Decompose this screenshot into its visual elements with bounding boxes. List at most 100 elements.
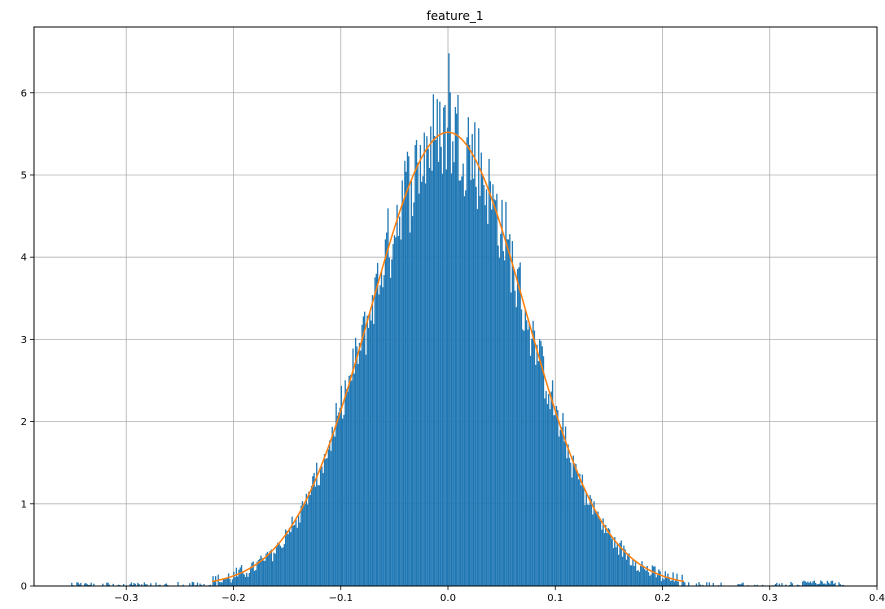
histogram-bar (497, 245, 499, 586)
histogram-bar (838, 582, 840, 586)
histogram-bar (266, 551, 269, 586)
histogram-bar (386, 232, 388, 586)
histogram-bar (364, 311, 366, 586)
histogram-bar (831, 580, 834, 586)
histogram-bar (356, 346, 358, 586)
histogram-bar (588, 504, 590, 586)
histogram-bar (71, 582, 73, 586)
histogram-bar (544, 398, 546, 586)
histogram-bar (341, 418, 344, 586)
histogram-bar (231, 579, 234, 586)
histogram-bar (812, 581, 814, 586)
histogram-bar (145, 584, 147, 586)
histogram-bar (391, 259, 393, 586)
histogram-bar (182, 584, 184, 586)
histogram-bar (405, 171, 407, 586)
histogram-bar (222, 579, 225, 586)
histogram-bar (308, 491, 310, 586)
histogram-bar (647, 572, 650, 586)
histogram-bar (387, 208, 389, 586)
x-tick-label: 0.4 (869, 593, 885, 604)
histogram-bar (134, 583, 136, 586)
histogram-bar (610, 536, 612, 586)
histogram-bar (820, 580, 822, 586)
histogram-bar (445, 169, 447, 587)
histogram-bar (305, 493, 308, 586)
histogram-bar (842, 584, 844, 586)
histogram-bar (233, 571, 235, 586)
histogram-bar (240, 565, 243, 586)
histogram-bar (137, 582, 139, 586)
y-tick-label: 3 (21, 335, 27, 346)
histogram-bar (262, 560, 265, 586)
histogram-bar (739, 584, 742, 586)
histogram-bar (554, 414, 556, 586)
histogram-bar (827, 582, 830, 586)
histogram-bar (682, 581, 685, 586)
histogram-bar (130, 582, 133, 586)
histogram-bar (237, 576, 239, 586)
histogram-bar (458, 180, 460, 586)
histogram-bar (599, 520, 602, 586)
histogram-bar (571, 477, 573, 586)
histogram-bar (480, 152, 482, 586)
histogram-bar (614, 537, 616, 586)
histogram-bar (598, 518, 600, 586)
histogram-bar (601, 529, 603, 586)
histogram-bar (756, 584, 758, 586)
histogram-bar (737, 584, 739, 586)
histogram-bar (524, 309, 527, 586)
histogram-bar (371, 295, 374, 586)
x-tick-label: 0.2 (655, 593, 671, 604)
histogram-bar (399, 216, 401, 587)
histogram-bar (620, 540, 622, 586)
histogram-bar (802, 581, 804, 586)
histogram-bar (292, 525, 295, 586)
histogram-bar (413, 202, 415, 586)
histogram-bar (119, 584, 121, 586)
histogram-bar (78, 584, 81, 586)
histogram-bar (423, 132, 425, 586)
histogram-bar (761, 584, 764, 586)
histogram-bar (526, 320, 528, 586)
histogram-bar (602, 518, 604, 586)
histogram-bar (167, 584, 169, 586)
histogram-bar (551, 380, 554, 586)
histogram-bar (389, 277, 392, 586)
x-tick-label: 0.3 (762, 593, 778, 604)
histogram-bar (659, 571, 661, 586)
histogram-bar (559, 429, 562, 586)
histogram-bar (708, 582, 711, 586)
histogram-bar (813, 580, 816, 586)
histogram-bar (781, 583, 783, 586)
histogram-bar (400, 239, 402, 587)
histogram-bar (426, 136, 428, 586)
histogram-bar (408, 156, 410, 586)
histogram-bar (500, 233, 502, 586)
histogram-bar (321, 466, 323, 586)
histogram-bar (593, 501, 595, 586)
histogram-bar (310, 485, 313, 586)
histogram-bar (358, 342, 361, 586)
histogram-bar (360, 350, 362, 586)
histogram-bar (383, 275, 385, 586)
histogram-bar (327, 449, 330, 586)
histogram-bar (397, 235, 400, 586)
histogram-bar (291, 516, 293, 586)
histogram-bar (229, 578, 231, 586)
histogram-bar (671, 580, 673, 586)
histogram-bar (419, 144, 422, 587)
histogram-bar (824, 583, 826, 586)
histogram-bar (684, 582, 686, 586)
histogram-bar (235, 567, 238, 586)
histogram-bar (270, 549, 273, 586)
histogram-bar (314, 486, 317, 586)
histogram-bar (275, 546, 278, 586)
histogram-bar (323, 453, 326, 586)
histogram-bar (177, 582, 179, 586)
histogram-bar (540, 341, 542, 586)
x-tick-label: −0.1 (329, 593, 353, 604)
histogram-bar (805, 582, 808, 586)
histogram-bar (825, 584, 827, 586)
histogram-bar (641, 561, 643, 586)
